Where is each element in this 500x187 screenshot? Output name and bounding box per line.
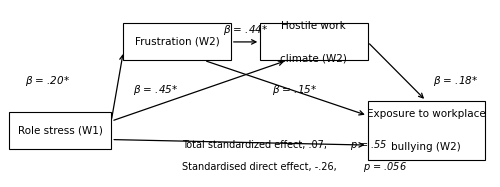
Text: $p$ = .55: $p$ = .55 [350,138,388,152]
FancyBboxPatch shape [368,101,484,160]
Text: $\beta$ = .44*: $\beta$ = .44* [223,23,268,37]
Text: $p$ = .056: $p$ = .056 [362,160,406,174]
FancyBboxPatch shape [124,24,231,60]
Text: $\beta$ = .15*: $\beta$ = .15* [272,83,317,97]
Text: Standardised direct effect, -.26,: Standardised direct effect, -.26, [182,162,340,172]
Text: Total standardized effect, .07,: Total standardized effect, .07, [182,140,330,150]
Text: Role stress (W1): Role stress (W1) [18,125,102,135]
Text: $\beta$ = .18*: $\beta$ = .18* [434,74,479,88]
Text: Exposure to workplace

bullying (W2): Exposure to workplace bullying (W2) [367,109,486,152]
Text: Hostile work

climate (W2): Hostile work climate (W2) [280,21,347,63]
Text: $\beta$ = .45*: $\beta$ = .45* [132,83,178,97]
Text: $\beta$ = .20*: $\beta$ = .20* [25,74,70,88]
FancyBboxPatch shape [260,24,368,60]
FancyBboxPatch shape [8,112,111,149]
Text: Frustration (W2): Frustration (W2) [135,37,220,47]
